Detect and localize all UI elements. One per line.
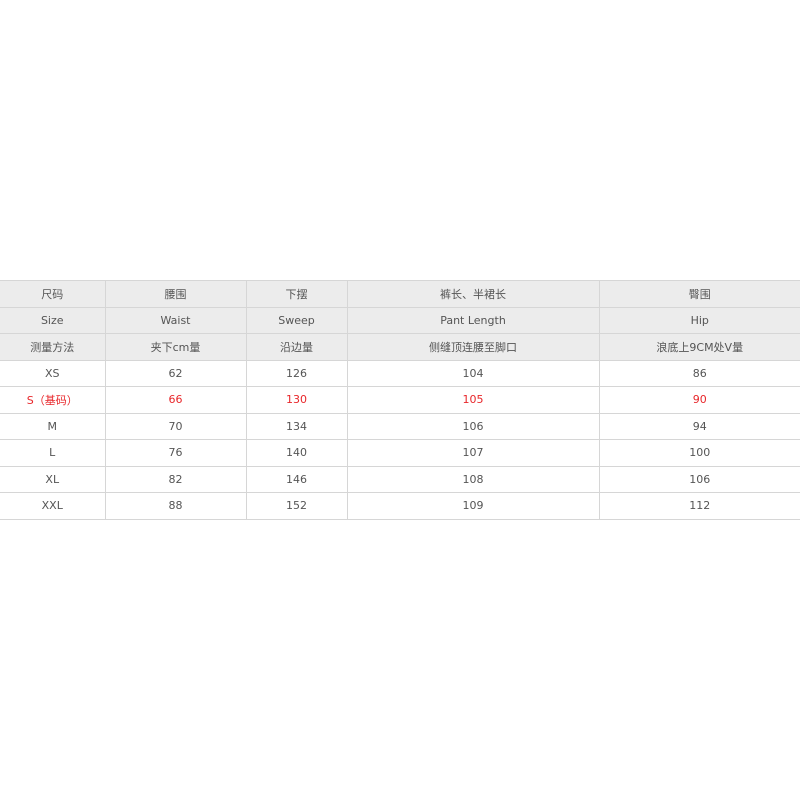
- header-cell: 浪底上9CM处V量: [598, 333, 800, 361]
- data-cell: 62: [104, 359, 247, 387]
- header-row: 测量方法 夹下cm量 沿边量 侧缝顶连腰至脚口 浪底上9CM处V量: [0, 333, 800, 361]
- data-row: XXL 88 152 109 112: [0, 492, 800, 520]
- header-cell: 测量方法: [0, 333, 106, 361]
- header-cell: 侧缝顶连腰至脚口: [346, 333, 600, 361]
- data-row: L 76 140 107 100: [0, 439, 800, 467]
- data-row: XS 62 126 104 86: [0, 359, 800, 387]
- data-cell: XL: [0, 465, 106, 493]
- data-cell: XXL: [0, 492, 106, 520]
- data-cell: 109: [346, 492, 600, 520]
- data-cell: 82: [104, 465, 247, 493]
- data-cell: 108: [346, 465, 600, 493]
- header-cell: 裤长、半裙长: [346, 280, 600, 308]
- data-cell: 76: [104, 439, 247, 467]
- data-cell: 94: [598, 412, 800, 440]
- header-cell: 沿边量: [245, 333, 348, 361]
- data-cell: 106: [346, 412, 600, 440]
- data-cell: M: [0, 412, 106, 440]
- header-cell: Waist: [104, 306, 247, 334]
- data-cell: S（基码）: [0, 386, 106, 414]
- data-cell: 107: [346, 439, 600, 467]
- data-cell: 88: [104, 492, 247, 520]
- header-cell: Pant Length: [346, 306, 600, 334]
- data-cell: 112: [598, 492, 800, 520]
- header-cell: 臀围: [598, 280, 800, 308]
- data-cell: 105: [346, 386, 600, 414]
- data-cell: 130: [245, 386, 348, 414]
- data-row: S（基码） 66 130 105 90: [0, 386, 800, 414]
- header-row: Size Waist Sweep Pant Length Hip: [0, 306, 800, 334]
- header-cell: Hip: [598, 306, 800, 334]
- data-cell: 146: [245, 465, 348, 493]
- header-cell: Size: [0, 306, 106, 334]
- data-cell: 90: [598, 386, 800, 414]
- data-cell: 70: [104, 412, 247, 440]
- data-cell: 100: [598, 439, 800, 467]
- data-cell: 106: [598, 465, 800, 493]
- data-cell: XS: [0, 359, 106, 387]
- header-cell: 腰围: [104, 280, 247, 308]
- data-cell: 104: [346, 359, 600, 387]
- data-cell: 66: [104, 386, 247, 414]
- data-cell: 140: [245, 439, 348, 467]
- data-row: XL 82 146 108 106: [0, 465, 800, 493]
- header-cell: 夹下cm量: [104, 333, 247, 361]
- data-cell: 126: [245, 359, 348, 387]
- data-cell: 152: [245, 492, 348, 520]
- data-cell: L: [0, 439, 106, 467]
- data-cell: 86: [598, 359, 800, 387]
- size-table: 尺码 腰围 下摆 裤长、半裙长 臀围 Size Waist Sweep Pant Length H…: [0, 280, 800, 520]
- header-cell: Sweep: [245, 306, 348, 334]
- table-body: 尺码 腰围 下摆 裤长、半裙长 臀围 Size Waist Sweep Pant Length H…: [0, 280, 800, 520]
- data-cell: 134: [245, 412, 348, 440]
- data-row: M 70 134 106 94: [0, 412, 800, 440]
- header-cell: 下摆: [245, 280, 348, 308]
- header-row: 尺码 腰围 下摆 裤长、半裙长 臀围: [0, 280, 800, 308]
- header-cell: 尺码: [0, 280, 106, 308]
